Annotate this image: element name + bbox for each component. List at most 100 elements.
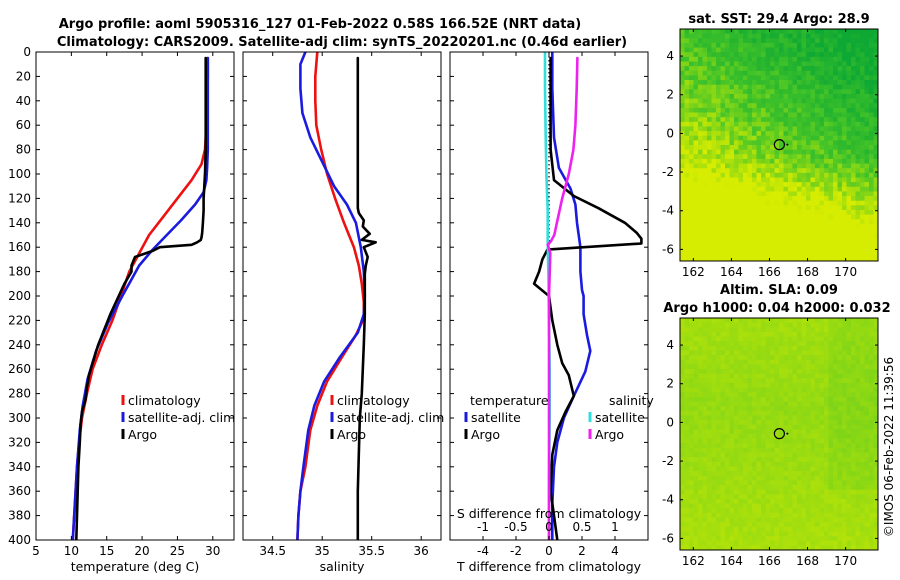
map-cell xyxy=(702,503,708,509)
map-cell xyxy=(716,126,721,132)
map-cell xyxy=(689,121,694,127)
map-cell xyxy=(698,182,703,188)
map-cell xyxy=(761,373,766,379)
map-cell xyxy=(855,322,861,328)
map-cell xyxy=(738,209,744,215)
map-cell xyxy=(864,355,870,361)
map-cell xyxy=(779,42,784,48)
map-cell xyxy=(756,336,762,342)
map-cell xyxy=(689,369,694,375)
map-cell xyxy=(720,237,726,243)
map-cell xyxy=(824,168,829,174)
map-cell xyxy=(702,98,708,104)
map-cell xyxy=(734,61,739,67)
map-cell xyxy=(729,322,735,328)
map-cell xyxy=(860,512,865,518)
x-tick-label: 4 xyxy=(611,544,619,558)
map-cell xyxy=(693,331,699,337)
map-lon-label: 164 xyxy=(720,554,743,568)
map-cell xyxy=(765,457,771,463)
map-cell xyxy=(779,480,784,486)
map-cell xyxy=(846,177,852,183)
map-cell xyxy=(792,378,798,384)
map-cell xyxy=(864,233,870,239)
map-cell xyxy=(729,466,735,472)
map-cell xyxy=(873,228,879,234)
map-cell xyxy=(837,251,843,257)
map-cell xyxy=(765,526,771,532)
map-cell xyxy=(837,396,843,402)
map-cell xyxy=(729,56,735,62)
map-cell xyxy=(797,424,802,430)
map-cell xyxy=(693,219,699,225)
legend-satellite-adj: satellite-adj. clim xyxy=(128,410,235,425)
map-cell xyxy=(833,163,838,169)
difference-x-label: T difference from climatology xyxy=(456,559,642,574)
map-cell xyxy=(815,186,820,192)
map-cell xyxy=(716,494,721,500)
map-cell xyxy=(833,494,838,500)
map-cell xyxy=(752,322,757,328)
map-cell xyxy=(851,485,856,491)
map-cell xyxy=(779,200,784,206)
salinity-x-label: salinity xyxy=(320,559,365,574)
map-cell xyxy=(833,396,838,402)
map-cell xyxy=(806,177,811,183)
map-cell xyxy=(815,214,820,220)
map-cell xyxy=(828,406,834,412)
map-cell xyxy=(765,256,771,262)
map-cell xyxy=(756,406,762,412)
map-cell xyxy=(792,508,798,514)
map-cell xyxy=(810,135,816,141)
map-cell xyxy=(810,526,816,532)
map-cell xyxy=(720,485,726,491)
map-cell xyxy=(873,443,879,449)
map-cell xyxy=(824,196,829,202)
map-cell xyxy=(756,228,762,234)
map-cell xyxy=(873,186,879,192)
map-cell xyxy=(720,214,726,220)
map-cell xyxy=(698,186,703,192)
map-cell xyxy=(716,466,721,472)
map-cell xyxy=(756,121,762,127)
map-cell xyxy=(743,466,748,472)
map-cell xyxy=(689,522,694,528)
map-cell xyxy=(770,434,775,440)
map-cell xyxy=(860,387,865,393)
map-cell xyxy=(846,209,852,215)
map-cell xyxy=(747,66,753,72)
map-cell xyxy=(702,410,708,416)
map-cell xyxy=(842,172,847,178)
map-cell xyxy=(864,392,870,398)
map-cell xyxy=(792,457,798,463)
map-cell xyxy=(783,103,789,109)
map-cell xyxy=(819,480,825,486)
map-cell xyxy=(837,336,843,342)
map-cell xyxy=(756,47,762,53)
map-cell xyxy=(698,434,703,440)
map-cell xyxy=(806,237,811,243)
depth-tick-label: 300 xyxy=(8,411,31,425)
map-cell xyxy=(797,359,802,365)
map-cell xyxy=(851,33,856,39)
map-cell xyxy=(797,182,802,188)
map-cell xyxy=(810,149,816,155)
map-cell xyxy=(738,410,744,416)
map-cell xyxy=(702,443,708,449)
map-cell xyxy=(842,117,847,123)
map-cell xyxy=(756,396,762,402)
map-cell xyxy=(729,457,735,463)
map-cell xyxy=(720,107,726,113)
map-cell xyxy=(837,42,843,48)
map-cell xyxy=(846,200,852,206)
map-cell xyxy=(707,228,712,234)
map-cell xyxy=(819,84,825,90)
map-cell xyxy=(761,205,766,211)
map-cell xyxy=(765,172,771,178)
map-cell xyxy=(851,242,856,248)
map-cell xyxy=(842,131,847,137)
map-cell xyxy=(828,242,834,248)
map-cell xyxy=(828,191,834,197)
map-cell xyxy=(720,378,726,384)
